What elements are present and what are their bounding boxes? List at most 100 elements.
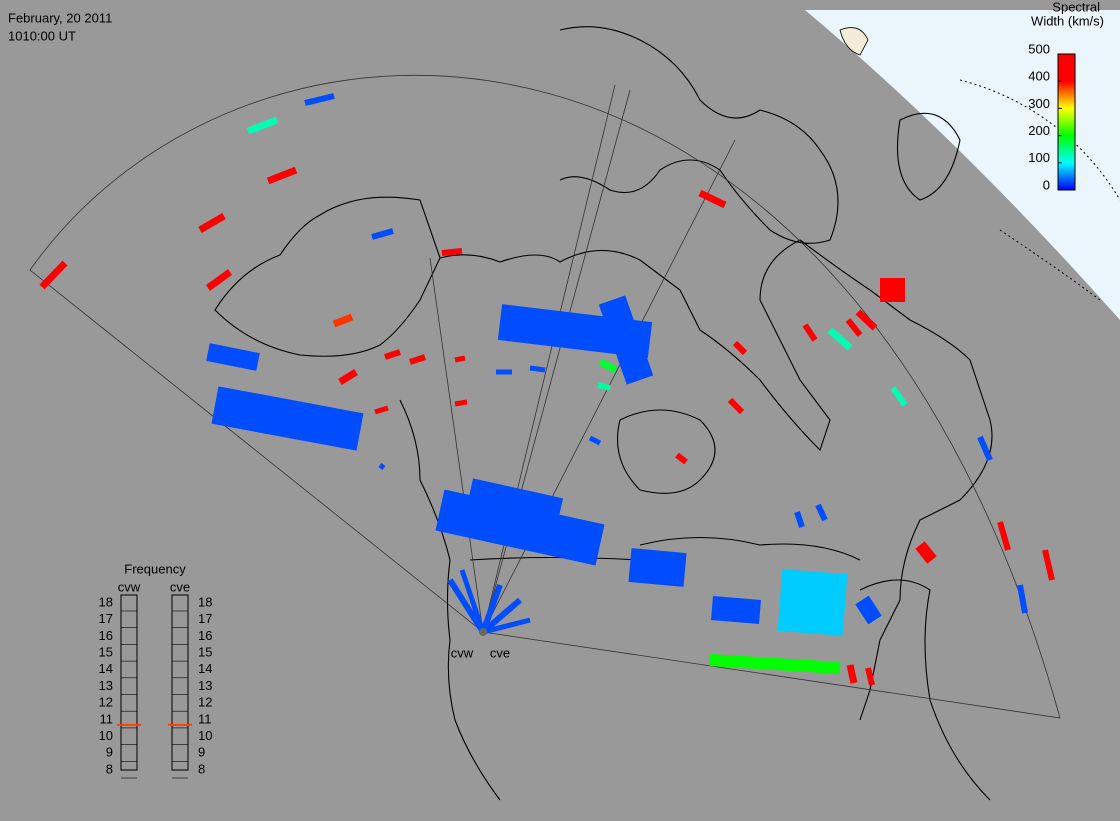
scatter-cell <box>777 569 848 636</box>
frequency-title: Frequency <box>124 561 186 576</box>
frequency-tick-label: 8 <box>198 761 205 776</box>
frequency-tick-label: 12 <box>198 695 212 710</box>
land <box>839 27 869 56</box>
scatter-cell <box>1017 584 1028 614</box>
radar-label: cve <box>170 579 190 594</box>
scatter-cell <box>529 365 546 373</box>
frequency-tick-label: 9 <box>198 745 205 760</box>
frequency-tick-label: 13 <box>198 678 212 693</box>
scatter-cell <box>675 452 688 465</box>
frequency-box <box>171 594 189 771</box>
scatter-cell <box>698 189 727 209</box>
scatter-cell <box>246 116 279 135</box>
scatter-cell <box>466 478 564 526</box>
radar-label: cve <box>490 645 510 660</box>
scatter-cell <box>409 354 426 365</box>
scatter-cell <box>338 369 358 385</box>
scatter-cell <box>597 382 611 391</box>
radar-site <box>479 628 487 636</box>
frequency-tick-label: 11 <box>198 711 212 726</box>
scatter-cell <box>977 435 993 462</box>
colorbar-tick-label: 0 <box>1043 177 1050 192</box>
scatter-cell <box>304 93 335 106</box>
scatter-cell <box>846 664 858 684</box>
scatter-cell <box>482 617 531 635</box>
frequency-tick-label: 10 <box>99 728 113 743</box>
frequency-tick-label: 11 <box>100 711 114 726</box>
scatter-cell <box>39 260 68 290</box>
colorbar-tick-label: 300 <box>1028 96 1050 111</box>
radar-label: cvw <box>451 645 474 660</box>
scatter-cell <box>481 597 522 635</box>
lat-line <box>959 79 1120 301</box>
scatter-cell <box>206 343 260 371</box>
scatter-cell <box>384 349 401 360</box>
scatter-cell <box>915 541 937 564</box>
colorbar-title: Spectral <box>1052 0 1100 14</box>
colorbar <box>1057 53 1076 191</box>
scatter-cell <box>732 340 748 356</box>
scatter-cell <box>454 399 468 407</box>
frequency-tick-label: 17 <box>198 611 212 626</box>
scatter-cell <box>332 313 354 328</box>
colorbar-axis: 0 100 200 300 400 500 <box>1028 41 1062 192</box>
scatter-cell <box>371 228 394 240</box>
colorbar-tick-label: 100 <box>1028 150 1050 165</box>
date: February, 20 2011 <box>8 10 112 25</box>
scatter-cells <box>39 93 1055 686</box>
frequency-tick-label: 10 <box>198 728 212 743</box>
scatter-cell <box>845 318 863 337</box>
scatter-cell <box>378 463 386 470</box>
scatter-cell <box>855 309 878 331</box>
field-of-view <box>29 74 1061 719</box>
frequency-box <box>120 594 138 771</box>
scatter-cell <box>435 489 605 566</box>
daylight-region <box>805 10 1120 320</box>
scatter-cell <box>211 386 364 451</box>
frequency-tick-label: 8 <box>106 761 113 776</box>
colorbar-tick-label: 400 <box>1028 69 1050 84</box>
colorbar-tick-label: 200 <box>1028 123 1050 138</box>
scatter-cell <box>855 595 882 625</box>
frequency-tick-label: 14 <box>99 661 113 676</box>
scatter-cell <box>598 358 618 374</box>
frequency-tick-label: 13 <box>99 678 113 693</box>
scatter-cell <box>827 327 853 351</box>
beam-boundary <box>429 84 736 633</box>
scatter-cell <box>598 295 654 385</box>
scatter-cell <box>459 569 486 633</box>
radar-label: cvw <box>118 579 141 594</box>
scatter-cell <box>628 548 687 587</box>
scatter-cell <box>997 521 1011 551</box>
frequency-tick-label: 15 <box>99 645 113 660</box>
frequency-tick-label: 15 <box>198 645 212 660</box>
frequency-tick-label: 16 <box>198 628 212 643</box>
scatter-cell <box>198 212 226 234</box>
scatter-cell <box>815 503 828 522</box>
colorbar-tick-label: 500 <box>1028 41 1050 56</box>
frequency-tick-label: 18 <box>198 594 212 609</box>
colorbar-title: Width (km/s) <box>1031 13 1104 28</box>
scatter-cell <box>266 166 298 185</box>
scatter-cell <box>588 435 602 446</box>
scatter-cell <box>890 386 908 407</box>
frequency-tick-label: 18 <box>99 594 113 609</box>
scatter-cell <box>454 355 466 363</box>
frequency-tick-label: 14 <box>198 661 212 676</box>
scatter-cell <box>709 654 841 674</box>
scatter-cell <box>441 248 463 256</box>
scatter-cell <box>711 596 761 624</box>
scatter-cell <box>794 511 805 528</box>
scatter-cell <box>802 323 818 342</box>
scatter-cell <box>480 583 503 634</box>
frequency-tick-label: 16 <box>99 628 113 643</box>
frequency-tick-label: 12 <box>99 695 113 710</box>
scatter-cell <box>1042 549 1055 581</box>
frequency-tick-label: 17 <box>99 611 113 626</box>
scatter-cell <box>205 269 233 291</box>
time: 1010:00 UT <box>8 28 76 43</box>
scatter-cell <box>727 397 745 415</box>
